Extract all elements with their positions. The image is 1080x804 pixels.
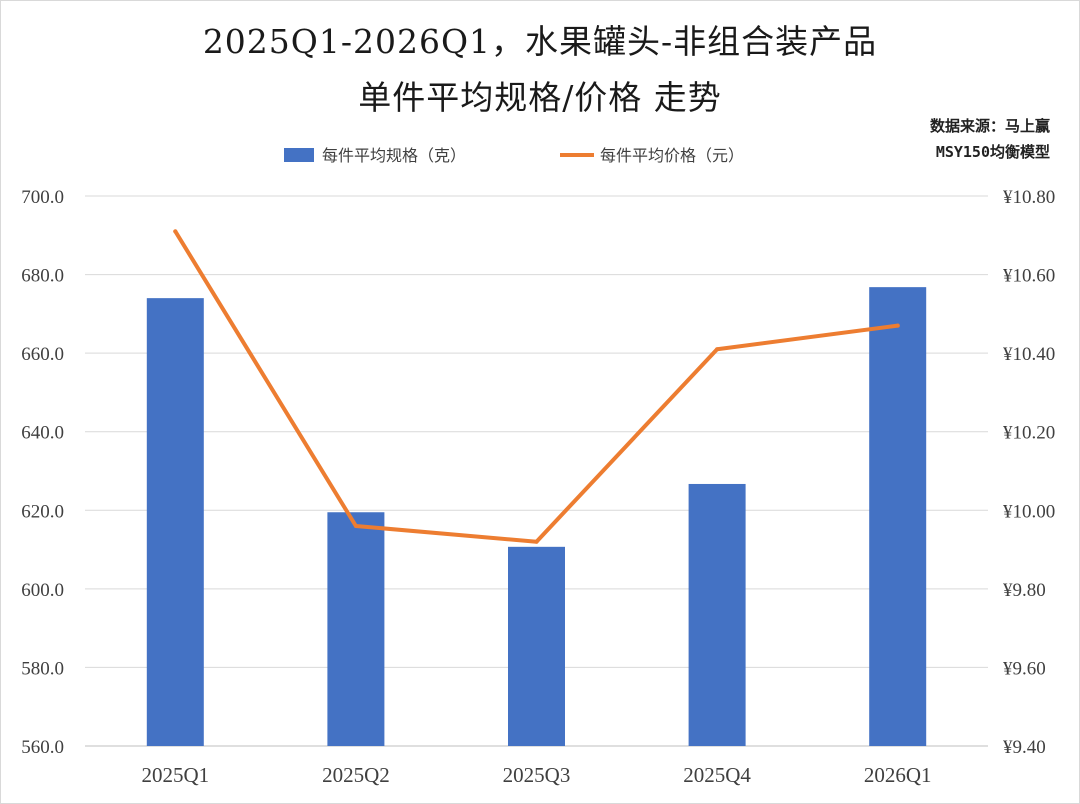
left-tick-label: 700.0 xyxy=(21,187,64,208)
left-tick-label: 640.0 xyxy=(21,423,64,444)
right-tick-label: ¥9.60 xyxy=(1003,658,1046,679)
right-axis-ticks: ¥9.40 ¥9.60 ¥9.80 ¥10.00 ¥10.20 ¥10.40 ¥10.60 ¥… xyxy=(1003,187,1055,758)
data-model-label: MSY150均衡模型 xyxy=(935,143,1050,161)
price-line xyxy=(173,229,900,544)
category-label: 2025Q3 xyxy=(503,763,571,787)
left-tick-label: 680.0 xyxy=(21,266,64,287)
right-tick-label: ¥9.40 xyxy=(1003,737,1046,758)
right-tick-label: ¥10.40 xyxy=(1003,344,1055,365)
bar xyxy=(146,298,204,746)
right-tick-label: ¥10.80 xyxy=(1003,187,1055,208)
right-tick-label: ¥10.60 xyxy=(1003,266,1055,287)
right-tick-label: ¥9.80 xyxy=(1003,580,1046,601)
category-label: 2025Q2 xyxy=(322,763,390,787)
category-label: 2025Q1 xyxy=(141,763,209,787)
line-point xyxy=(534,539,539,544)
left-axis-ticks: 560.0 580.0 600.0 620.0 640.0 660.0 680.0 700.0 xyxy=(21,187,64,758)
left-tick-label: 620.0 xyxy=(21,501,64,522)
left-tick-label: 580.0 xyxy=(21,658,64,679)
bar xyxy=(508,546,565,746)
right-tick-label: ¥10.20 xyxy=(1003,423,1055,444)
bar xyxy=(327,512,385,746)
data-source-label: 数据来源：马上赢 xyxy=(929,117,1050,135)
line-point xyxy=(353,524,358,528)
line-point xyxy=(895,323,900,328)
chart-title-line-2: 单件平均规格/价格 走势 xyxy=(358,78,722,117)
left-tick-label: 560.0 xyxy=(21,737,64,758)
line-point xyxy=(173,229,178,234)
legend-swatch-bar xyxy=(284,148,314,162)
legend: 每件平均规格（克） 每件平均价格（元） xyxy=(284,146,744,165)
line-series xyxy=(173,229,900,544)
bar xyxy=(688,483,746,746)
right-tick-label: ¥10.00 xyxy=(1003,501,1055,522)
left-tick-label: 660.0 xyxy=(21,344,64,365)
category-label: 2025Q4 xyxy=(683,763,751,787)
left-tick-label: 600.0 xyxy=(21,580,64,601)
bar xyxy=(869,287,927,746)
legend-label-bar: 每件平均规格（克） xyxy=(322,146,466,165)
line-point xyxy=(715,347,720,352)
chart-title-line-1: 2025Q1-2026Q1，水果罐头-非组合装产品 xyxy=(202,22,878,61)
legend-label-line: 每件平均价格（元） xyxy=(600,146,744,165)
category-axis: 2025Q1 2025Q2 2025Q3 2025Q4 2026Q1 xyxy=(141,763,931,787)
bar-series xyxy=(146,287,927,746)
category-label: 2026Q1 xyxy=(864,763,932,787)
